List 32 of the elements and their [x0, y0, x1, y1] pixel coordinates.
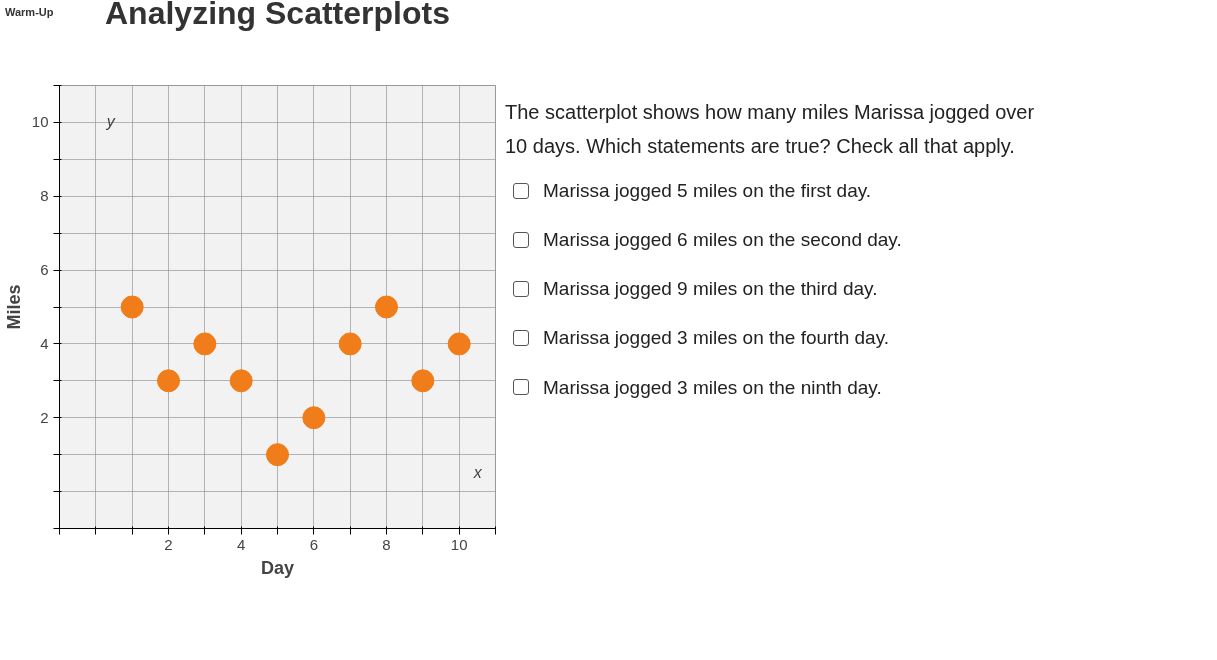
point: [229, 369, 253, 393]
y-tick-label: 4: [40, 334, 49, 352]
point: [193, 332, 217, 356]
y-tick-label: 8: [40, 187, 49, 205]
text: Marissa jogged 9 miles on the third day.: [542, 277, 879, 302]
x-tick-label: 2: [164, 535, 173, 553]
annotation: y: [105, 112, 116, 130]
point: [375, 295, 398, 319]
x-axis-title: Day: [260, 557, 295, 578]
text: Marissa jogged 3 miles on the fourth day.: [542, 326, 891, 351]
text: Marissa jogged 6 miles on the second day.: [542, 228, 903, 253]
point: [157, 369, 180, 393]
point: [411, 369, 435, 393]
x-tick-label: 4: [237, 535, 246, 553]
point: [120, 295, 144, 319]
point: [302, 406, 326, 430]
annotation: x: [472, 463, 483, 481]
text: The scatterplot shows how many miles Marissa jogged over 10 days. Which statements are true? Check all that apply.: [505, 100, 1036, 159]
x-tick-label: 8: [382, 535, 391, 553]
text: Marissa jogged 5 miles on the first day.: [542, 179, 873, 203]
point: [447, 332, 471, 356]
chart-title: Analyzing Scatterplots: [105, 0, 450, 33]
y-tick-label: 10: [31, 113, 49, 131]
y-tick-label: 2: [40, 408, 49, 426]
x-tick-label: 10: [450, 535, 468, 553]
x-tick-label: 6: [309, 535, 319, 553]
y-axis-title: Miles: [3, 284, 24, 330]
point: [338, 332, 362, 356]
text: Marissa jogged 3 miles on the ninth day.: [542, 375, 883, 400]
chart-subtitle: Warm-Up: [5, 6, 54, 18]
point: [266, 443, 289, 467]
y-tick-label: 6: [40, 261, 49, 279]
